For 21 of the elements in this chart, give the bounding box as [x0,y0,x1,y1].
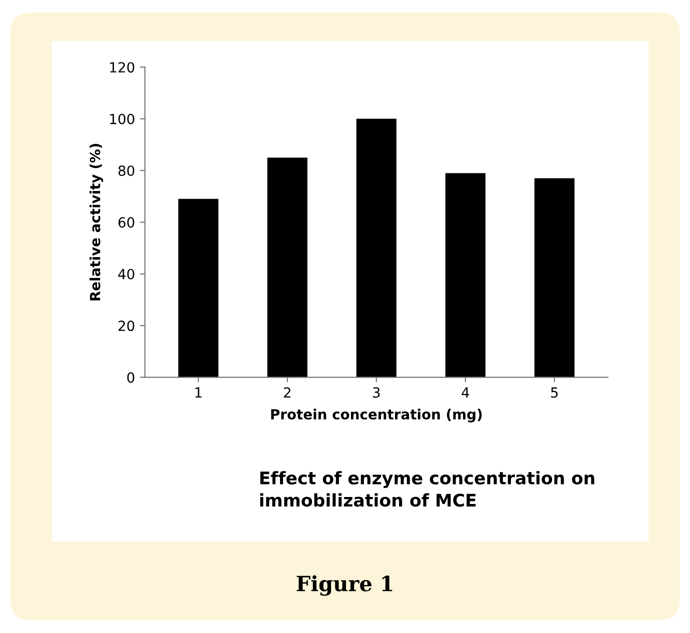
x-axis-title: Protein concentration (mg) [271,408,482,422]
y-tick-label: 0 [127,372,134,383]
y-tick-label: 100 [110,114,134,124]
y-tick-label: 120 [110,62,134,73]
bar [356,118,396,378]
x-tick-label: 2 [284,387,290,398]
x-tick-label: 5 [551,387,558,398]
x-tick-label: 3 [373,387,380,398]
caption: Figure 1 [296,575,392,596]
y-tick-label: 20 [118,320,134,332]
text: Effect of enzyme concentration on immobilization of MCE [260,471,594,507]
bar [178,198,218,378]
y-tick-label: 40 [118,268,134,280]
bar [267,158,308,378]
bar [445,173,486,378]
x-tick-label: 1 [195,387,202,398]
y-tick-label: 60 [118,217,134,228]
bar [534,178,574,378]
y-axis-title: Relative activity (%) [90,144,104,300]
y-tick-label: 80 [118,165,134,176]
x-tick-label: 4 [462,387,470,398]
